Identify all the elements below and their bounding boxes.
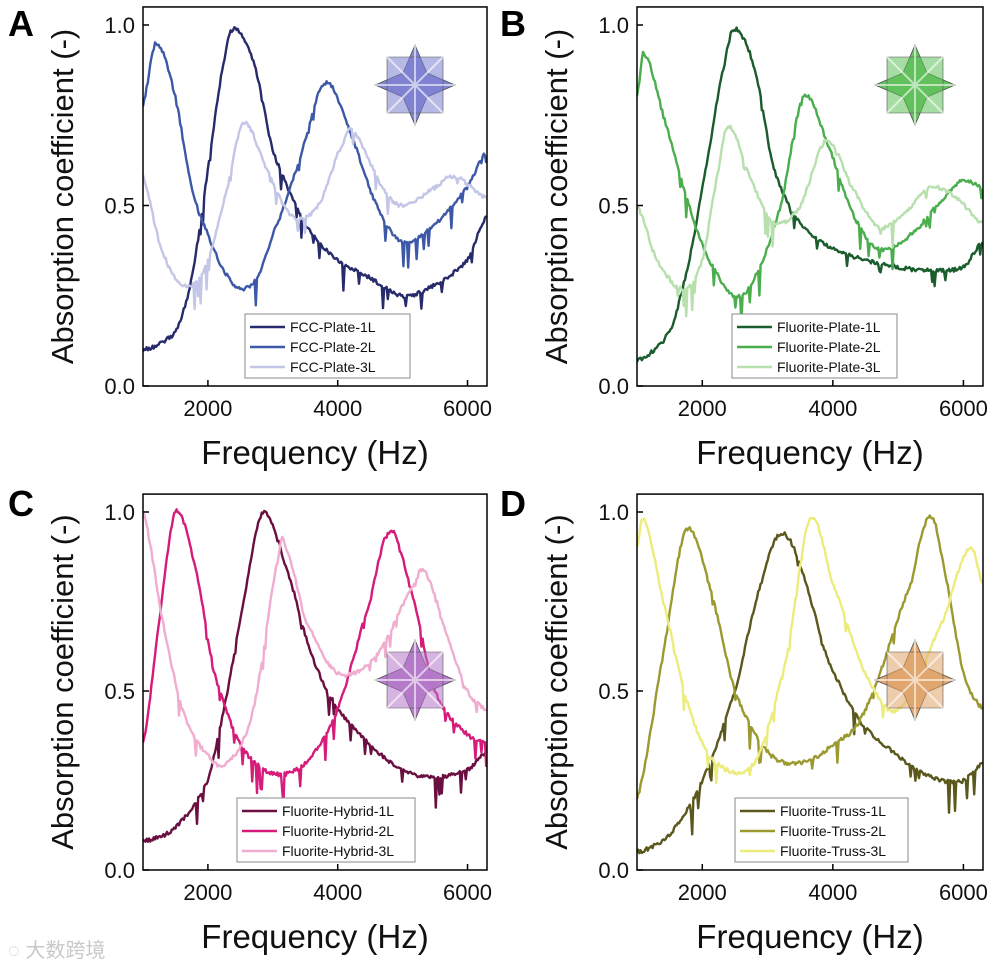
y-tick-label: 0.0 bbox=[598, 374, 629, 399]
x-axis-label: Frequency (Hz) bbox=[201, 918, 428, 955]
x-tick-label: 2000 bbox=[678, 880, 727, 905]
plot-frame bbox=[142, 6, 488, 387]
fluorite-hybrid-lattice-icon bbox=[373, 638, 457, 722]
legend: Fluorite-Plate-1L Fluorite-Plate-2L Fluori… bbox=[731, 313, 898, 379]
panel-D: 2000 4000 6000 0.0 0.5 1.0 Frequency (Hz) Absor… bbox=[500, 483, 988, 955]
legend-label: Fluorite-Plate-2L bbox=[777, 339, 881, 355]
series-group bbox=[143, 26, 487, 352]
legend: Fluorite-Hybrid-1L Fluorite-Hybrid-2L Fluo… bbox=[236, 797, 416, 863]
icon-struts bbox=[875, 640, 955, 720]
x-axis-label: Frequency (Hz) bbox=[696, 434, 923, 471]
y-axis-label: Absorption coefficient (-) bbox=[539, 514, 574, 849]
series-group bbox=[637, 26, 983, 363]
legend-label: Fluorite-Hybrid-3L bbox=[282, 843, 394, 859]
y-tick-label: 0.5 bbox=[104, 194, 135, 219]
x-tick-label: 4000 bbox=[808, 880, 857, 905]
series-line-Fluorite-Plate-2L bbox=[637, 50, 983, 325]
panel-C: 2000 4000 6000 0.0 0.5 1.0 Frequency (Hz) Absor… bbox=[8, 483, 492, 955]
panel-label: D bbox=[500, 483, 526, 524]
x-tick-label: 6000 bbox=[443, 880, 492, 905]
x-tick-label: 4000 bbox=[313, 396, 362, 421]
fluorite-truss-lattice-icon bbox=[873, 638, 957, 722]
legend-label: Fluorite-Plate-3L bbox=[777, 359, 881, 375]
watermark: ◌ 大数跨境 bbox=[8, 934, 105, 963]
panel-B: 2000 4000 6000 0.0 0.5 1.0 Frequency (Hz) Absor… bbox=[500, 3, 988, 471]
y-tick-label: 1.0 bbox=[598, 500, 629, 525]
legend-label: Fluorite-Truss-2L bbox=[780, 823, 886, 839]
series-line-Fluorite-Truss-2L bbox=[637, 514, 983, 800]
x-axis-label: Frequency (Hz) bbox=[696, 918, 923, 955]
x-tick-label: 6000 bbox=[939, 880, 988, 905]
panel-label: B bbox=[500, 3, 526, 44]
plot-frame bbox=[636, 493, 984, 871]
y-tick-label: 0.5 bbox=[104, 679, 135, 704]
y-axis-label: Absorption coefficient (-) bbox=[45, 29, 80, 364]
x-tick-label: 6000 bbox=[939, 396, 988, 421]
x-tick-label: 4000 bbox=[313, 880, 362, 905]
x-axis-label: Frequency (Hz) bbox=[201, 434, 428, 471]
y-tick-label: 0.5 bbox=[598, 679, 629, 704]
y-axis-label: Absorption coefficient (-) bbox=[539, 29, 574, 364]
series-line-Fluorite-Hybrid-3L bbox=[143, 512, 487, 768]
fcc-plate-lattice-icon bbox=[373, 43, 457, 127]
legend-label: FCC-Plate-3L bbox=[290, 359, 376, 375]
series-line-FCC-Plate-1L bbox=[143, 26, 487, 352]
y-tick-label: 0.0 bbox=[104, 858, 135, 883]
y-tick-label: 1.0 bbox=[104, 13, 135, 38]
icon-struts bbox=[375, 640, 455, 720]
watermark-text: 大数跨境 bbox=[25, 940, 106, 962]
legend-label: FCC-Plate-2L bbox=[290, 339, 376, 355]
icon-struts bbox=[875, 45, 955, 125]
panel-label: C bbox=[8, 483, 34, 524]
icon-struts bbox=[375, 45, 455, 125]
series-line-Fluorite-Plate-1L bbox=[637, 26, 983, 363]
legend-label: Fluorite-Plate-1L bbox=[777, 319, 881, 335]
panel-A: 2000 4000 6000 0.0 0.5 1.0 Frequency (Hz) Absor… bbox=[8, 3, 492, 471]
series-line-Fluorite-Plate-3L bbox=[637, 124, 983, 318]
series-line-Fluorite-Hybrid-1L bbox=[143, 509, 487, 843]
y-tick-label: 0.5 bbox=[598, 194, 629, 219]
y-tick-label: 0.0 bbox=[598, 858, 629, 883]
legend: FCC-Plate-1L FCC-Plate-2L FCC-Plate-3L bbox=[244, 313, 411, 379]
panel-label: A bbox=[8, 3, 34, 44]
y-tick-label: 1.0 bbox=[598, 13, 629, 38]
legend-label: FCC-Plate-1L bbox=[290, 319, 376, 335]
series-line-FCC-Plate-3L bbox=[143, 120, 487, 311]
series-line-FCC-Plate-2L bbox=[143, 41, 487, 307]
fluorite-plate-lattice-icon bbox=[873, 43, 957, 127]
y-tick-label: 0.0 bbox=[104, 374, 135, 399]
x-tick-label: 2000 bbox=[678, 396, 727, 421]
legend-label: Fluorite-Truss-3L bbox=[780, 843, 886, 859]
plot-frame bbox=[636, 6, 984, 387]
watermark-logo-icon: ◌ bbox=[8, 940, 26, 962]
series-line-Fluorite-Truss-1L bbox=[637, 531, 983, 855]
x-tick-label: 4000 bbox=[808, 396, 857, 421]
series-line-Fluorite-Truss-3L bbox=[637, 516, 983, 785]
plot-frame bbox=[142, 493, 488, 871]
legend: Fluorite-Truss-1L Fluorite-Truss-2L Fluori… bbox=[734, 797, 909, 863]
legend-label: Fluorite-Hybrid-2L bbox=[282, 823, 394, 839]
legend-label: Fluorite-Truss-1L bbox=[780, 803, 886, 819]
x-tick-label: 6000 bbox=[443, 396, 492, 421]
legend-label: Fluorite-Hybrid-1L bbox=[282, 803, 394, 819]
x-tick-label: 2000 bbox=[183, 396, 232, 421]
y-tick-label: 1.0 bbox=[104, 500, 135, 525]
x-tick-label: 2000 bbox=[183, 880, 232, 905]
y-axis-label: Absorption coefficient (-) bbox=[45, 514, 80, 849]
